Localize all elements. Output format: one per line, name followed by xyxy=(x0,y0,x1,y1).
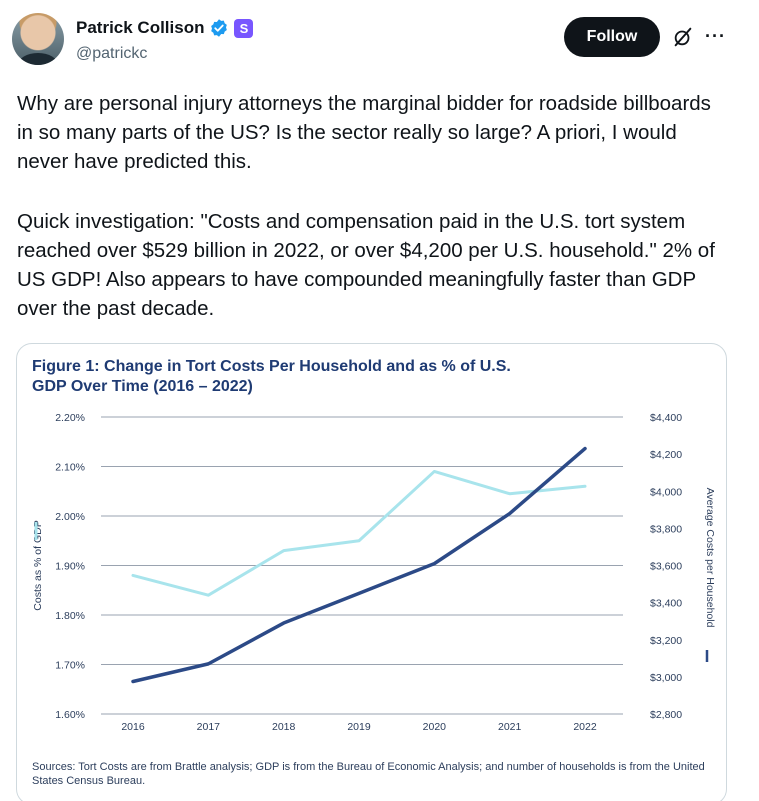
data-point xyxy=(207,594,210,597)
follow-button[interactable]: Follow xyxy=(564,17,660,57)
x-axis-tick-label: 2018 xyxy=(272,721,296,733)
right-axis-title: Average Costs per Household xyxy=(704,488,716,628)
data-point xyxy=(282,621,285,625)
data-point xyxy=(357,592,361,595)
more-icon[interactable]: ··· xyxy=(705,26,726,46)
verified-badge-icon xyxy=(211,19,228,37)
x-axis-tick-label: 2017 xyxy=(197,721,221,733)
right-axis-tick-label: $4,000 xyxy=(650,486,682,498)
x-axis-tick-label: 2019 xyxy=(347,721,371,733)
avatar-shirt xyxy=(18,53,58,65)
right-axis-tick-label: $2,800 xyxy=(650,709,682,721)
left-axis-title: Costs as % of GDP xyxy=(32,520,44,610)
left-axis-tick-label: 1.60% xyxy=(55,709,85,721)
display-name[interactable]: Patrick Collison xyxy=(76,18,205,37)
right-axis-tick-label: $3,800 xyxy=(650,523,682,535)
data-point xyxy=(131,680,135,683)
left-axis-tick-label: 1.70% xyxy=(55,660,85,672)
left-axis-tick-label: 2.10% xyxy=(55,462,85,474)
chart-sources: Sources: Tort Costs are from Brattle ana… xyxy=(32,761,705,787)
author-name-row: Patrick Collison S xyxy=(76,18,254,38)
data-point xyxy=(583,485,587,488)
data-point xyxy=(433,470,436,473)
right-axis-tick-label: $3,600 xyxy=(650,561,682,573)
left-axis-tick-label: 2.00% xyxy=(55,511,85,523)
subscription-badge-icon: S xyxy=(234,18,254,38)
data-point xyxy=(131,574,135,577)
data-point xyxy=(508,512,511,515)
right-axis-tick-label: $3,000 xyxy=(650,672,682,684)
tweet-paragraph: Quick investigation: "Costs and compensa… xyxy=(17,210,715,320)
grok-icon[interactable] xyxy=(672,26,694,48)
right-axis-tick-label: $4,400 xyxy=(650,412,682,424)
data-point xyxy=(207,662,210,666)
x-axis-tick-label: 2022 xyxy=(573,721,597,733)
data-point xyxy=(583,447,587,450)
x-axis-tick-label: 2020 xyxy=(423,721,447,733)
right-axis-tick-label: $3,200 xyxy=(650,635,682,647)
tweet-paragraph: Why are personal injury attorneys the ma… xyxy=(17,92,711,173)
author-handle[interactable]: @patrickc xyxy=(76,45,148,62)
left-axis-tick-label: 2.20% xyxy=(55,412,85,424)
chart-title: Figure 1: Change in Tort Costs Per House… xyxy=(32,358,511,395)
x-axis-tick-label: 2021 xyxy=(498,721,522,733)
right-axis-tick-label: $3,400 xyxy=(650,598,682,610)
left-axis-tick-label: 1.80% xyxy=(55,610,85,622)
series-line-gdp-percent xyxy=(131,469,587,597)
left-axis-tick-label: 1.90% xyxy=(55,561,85,573)
tweet-media-image[interactable]: Figure 1: Change in Tort Costs Per House… xyxy=(16,343,727,801)
data-point xyxy=(433,562,436,565)
avatar[interactable] xyxy=(12,13,64,65)
line-chart: 1.60% 1.70% 1.80% 1.90% 2.00% 2.10% 2.20% $2,80… xyxy=(32,412,716,733)
data-point xyxy=(357,539,361,542)
right-axis-tick-label: $4,200 xyxy=(650,449,682,461)
x-axis-tick-label: 2016 xyxy=(121,721,145,733)
data-point xyxy=(282,549,285,552)
data-point xyxy=(508,492,511,495)
